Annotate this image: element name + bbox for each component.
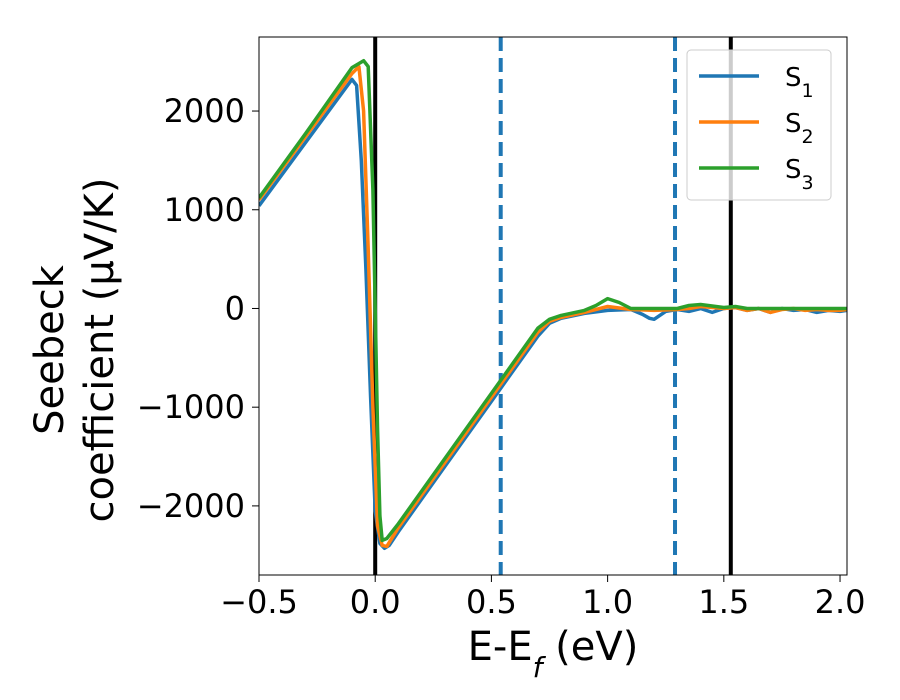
series-layer — [259, 58, 847, 551]
series-line-s3 — [259, 58, 847, 543]
x-tick-label: 1.5 — [698, 583, 749, 621]
x-tick-label: 2.0 — [815, 583, 866, 621]
x-axis-title-rest: (eV) — [542, 624, 638, 670]
y-tick-label: −2000 — [137, 487, 245, 525]
y-tick-label: 1000 — [164, 191, 245, 229]
y-axis: −2000 −1000 0 1000 2000 — [137, 92, 259, 525]
x-tick-label: 0.5 — [466, 583, 517, 621]
y-tick-label: 2000 — [164, 92, 245, 130]
x-tick-label: 1.0 — [582, 583, 633, 621]
x-tick-label: −0.5 — [220, 583, 298, 621]
legend-box — [686, 49, 832, 201]
y-tick-label: 0 — [225, 289, 245, 327]
y-tick-label: −1000 — [137, 388, 245, 426]
y-axis-title-line2: coefficient (μV/K) — [77, 178, 123, 523]
x-tick-label: 0.0 — [350, 583, 401, 621]
y-axis-title-line1: Seebeck — [27, 264, 73, 435]
plot-frame — [258, 36, 848, 576]
x-axis: −0.5 0.0 0.5 1.0 1.5 2.0 — [220, 575, 865, 621]
